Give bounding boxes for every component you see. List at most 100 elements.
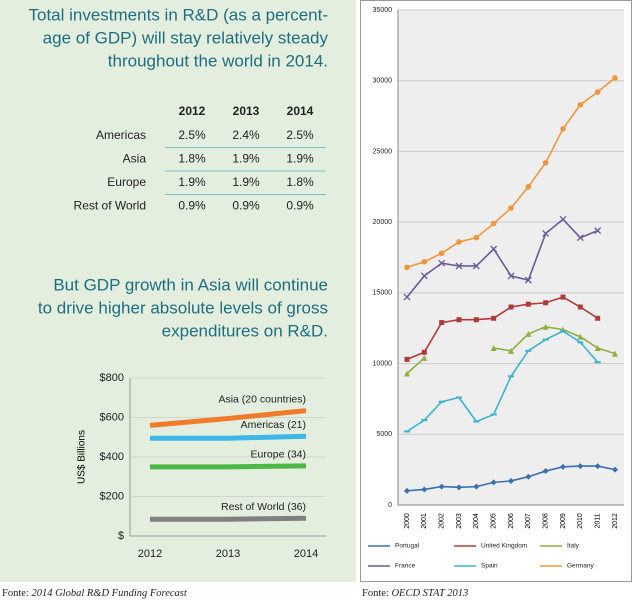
y-tick-label: $400: [100, 451, 124, 463]
source-prefix: Fonte:: [362, 588, 389, 599]
marker: [421, 258, 428, 265]
marker: [559, 215, 567, 223]
marker: [490, 220, 497, 227]
marker: [404, 487, 410, 494]
table-cell: 0.9%: [286, 199, 314, 213]
marker: [439, 320, 445, 326]
headline: age of GDP) will stay relatively steady: [43, 28, 329, 47]
series-line: [406, 296, 599, 361]
marker: [421, 486, 428, 493]
marker: [594, 463, 601, 470]
subhead: expenditures on R&D.: [162, 321, 328, 340]
series-line: [406, 357, 425, 375]
x-tick-label: 2014: [294, 548, 318, 560]
series-label: Europe (34): [251, 449, 306, 461]
marker: [542, 468, 549, 475]
table-header: 2012: [179, 104, 206, 118]
row-label: Europe: [107, 175, 146, 189]
marker: [508, 347, 514, 354]
marker: [525, 473, 532, 480]
source-title: 2014 Global R&D Funding Forecast: [31, 588, 187, 599]
marker: [491, 315, 497, 321]
table-cell: 0.9%: [178, 199, 206, 213]
x-tick-label: 2005: [491, 513, 498, 529]
marker: [508, 205, 514, 211]
series-label: Rest of World (36): [221, 501, 306, 513]
x-tick-label: 2012: [612, 513, 619, 529]
x-tick-label: 2001: [421, 513, 428, 529]
y-tick-label: 35000: [373, 7, 393, 14]
series-line: [150, 515, 307, 522]
y-tick-label: $: [118, 530, 124, 542]
series-line: [406, 330, 599, 433]
marker: [490, 345, 497, 352]
left-panel: [0, 0, 356, 582]
y-tick-label: $800: [100, 372, 124, 384]
x-tick-label: 2002: [439, 513, 446, 529]
marker: [594, 89, 601, 95]
subhead: But GDP growth in Asia will continue: [53, 275, 328, 294]
y-axis-label: US$ Billions: [77, 430, 88, 484]
marker: [456, 484, 462, 491]
x-tick-label: 2000: [404, 513, 411, 529]
row-label: Rest of World: [74, 199, 146, 213]
y-tick-label: 25000: [373, 148, 393, 155]
y-tick-label: 0: [388, 502, 392, 509]
marker: [594, 345, 601, 352]
marker: [404, 356, 410, 362]
marker: [560, 294, 566, 300]
y-tick-label: $200: [100, 490, 124, 502]
marker: [508, 304, 514, 310]
marker: [438, 250, 445, 257]
x-tick-label: 2011: [595, 513, 602, 528]
marker: [577, 333, 584, 340]
marker: [473, 234, 480, 241]
marker: [595, 315, 601, 321]
plot-area: [398, 10, 624, 505]
marker: [525, 330, 532, 337]
row-label: Asia: [123, 152, 147, 166]
marker: [490, 479, 497, 486]
table-cell: 1.9%: [178, 175, 206, 189]
row-label: Americas: [96, 128, 146, 142]
marker: [577, 463, 584, 470]
source-title: OECD STAT 2013: [391, 588, 468, 599]
marker: [612, 350, 618, 357]
x-tick-label: 2009: [560, 513, 567, 529]
source-prefix: Fonte:: [2, 588, 29, 599]
marker: [525, 183, 532, 190]
x-tick-label: 2008: [543, 513, 550, 529]
legend-label: Portugal: [395, 543, 420, 550]
marker: [542, 159, 549, 166]
series-label: Asia (20 countries): [218, 393, 306, 405]
series-line: [150, 463, 307, 470]
x-tick-label: 2010: [577, 513, 584, 529]
marker: [404, 370, 410, 377]
marker: [508, 477, 514, 484]
marker: [490, 245, 498, 253]
table-header: 2013: [233, 104, 260, 118]
legend-label: Italy: [567, 543, 580, 550]
table-cell: 1.8%: [178, 152, 206, 166]
marker: [456, 317, 462, 323]
source: Fonte: OECD STAT 2013: [362, 588, 468, 599]
y-tick-label: 30000: [373, 78, 393, 85]
y-tick-label: 15000: [373, 290, 393, 297]
table-cell: 0.9%: [232, 199, 260, 213]
series-line: [149, 408, 307, 428]
x-tick-label: 2003: [456, 513, 463, 529]
marker: [507, 272, 515, 280]
marker: [421, 349, 427, 355]
marker: [594, 227, 602, 235]
y-tick-label: 5000: [376, 431, 392, 438]
headline: throughout the world in 2014.: [108, 51, 328, 70]
marker: [455, 262, 463, 270]
marker: [524, 276, 532, 284]
source: Fonte: 2014 Global R&D Funding Forecast: [2, 588, 188, 599]
marker: [560, 463, 566, 470]
marker: [525, 301, 531, 307]
table-cell: 2.4%: [232, 128, 260, 142]
table-cell: 2.5%: [286, 128, 314, 142]
marker: [421, 354, 428, 361]
legend-label: Spain: [481, 563, 498, 570]
